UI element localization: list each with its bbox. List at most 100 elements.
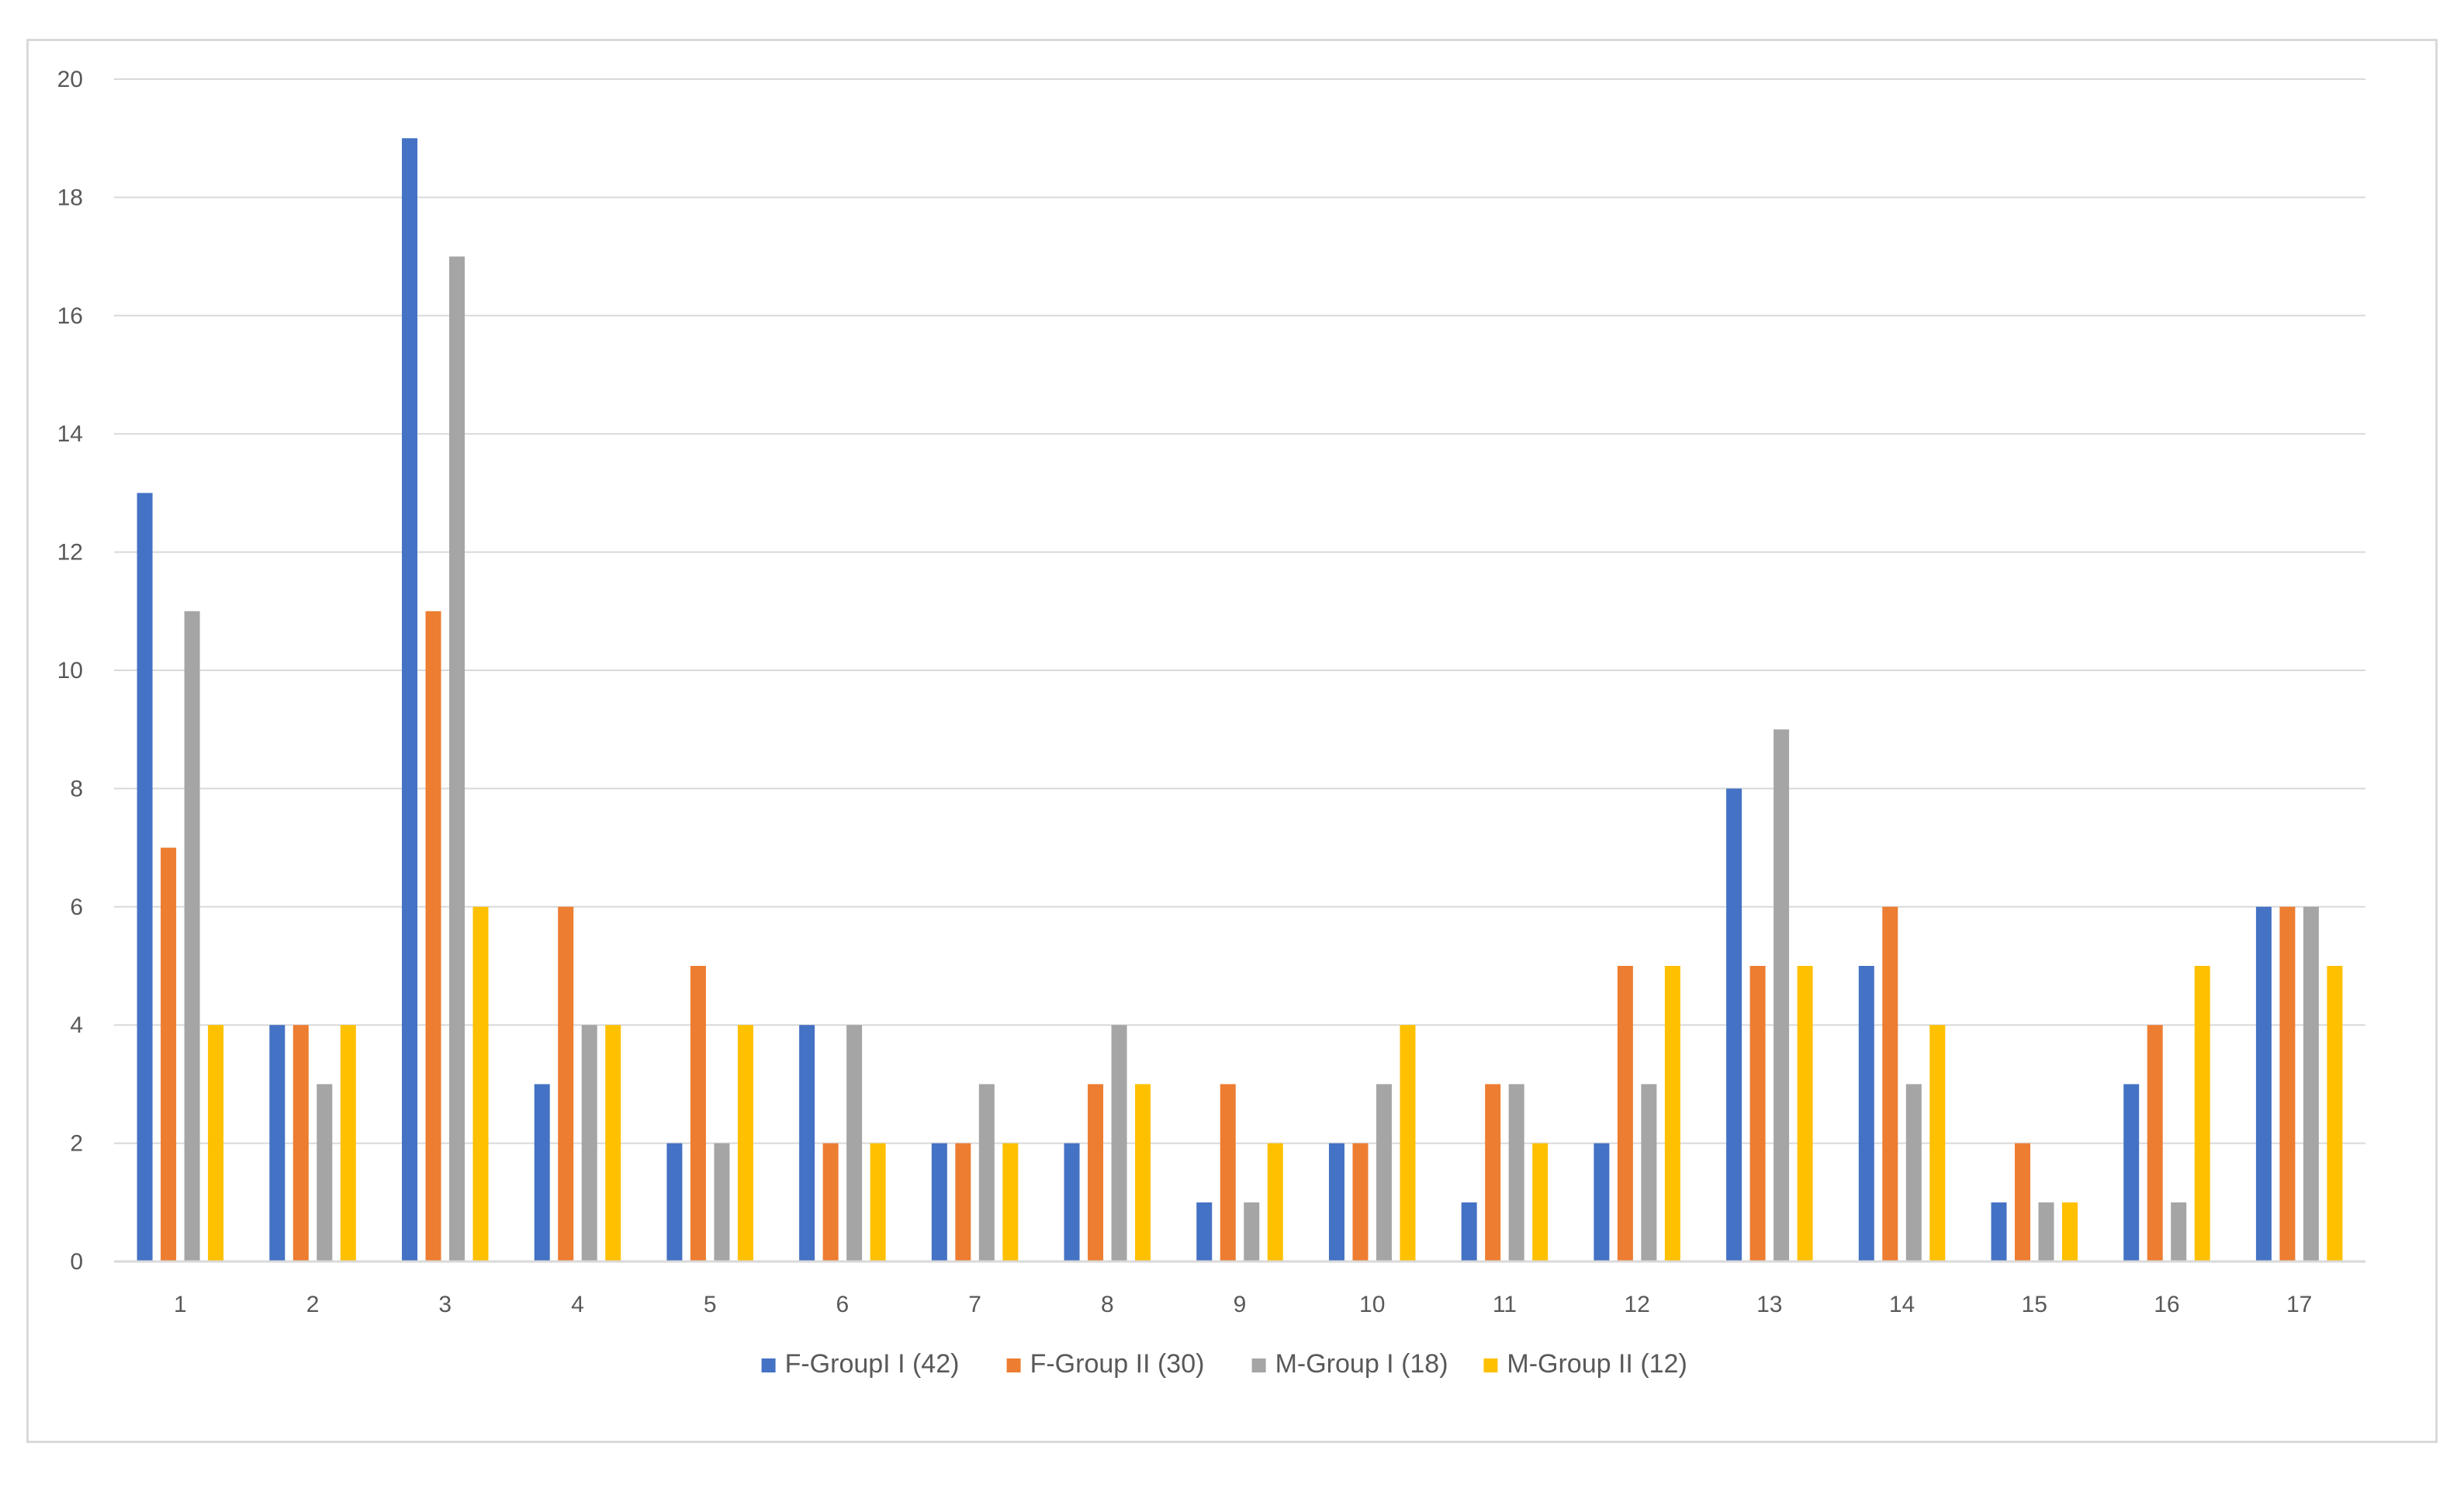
legend-label: M-Group I (18)	[1275, 1349, 1448, 1379]
x-tick-label: 17	[2286, 1292, 2312, 1317]
bar-2-15	[2014, 1143, 2030, 1261]
legend-swatch	[1006, 1358, 1021, 1372]
bar-3-3	[449, 256, 465, 1262]
bar-2-2	[292, 1025, 309, 1261]
legend-item: F-GroupI I (42)	[761, 1349, 960, 1379]
bar-1-11	[1461, 1202, 1477, 1261]
bar-4-10	[1400, 1025, 1416, 1261]
x-tick-label: 12	[1624, 1292, 1649, 1317]
bar-1-4	[534, 1084, 550, 1261]
bar-1-7	[931, 1143, 947, 1261]
bars	[137, 138, 2343, 1262]
x-tick-label: 5	[704, 1292, 717, 1317]
bar-2-4	[558, 906, 574, 1261]
legend-swatch	[1251, 1358, 1266, 1372]
bar-1-6	[799, 1025, 815, 1261]
y-tick-label: 8	[70, 776, 83, 801]
bar-3-4	[581, 1025, 597, 1261]
bar-3-14	[1905, 1084, 1922, 1261]
chart-container: 0 2 4 6 8 10 12 14 16 18 20 1 2 3 4 5 6 7 8 9 10 11 12 13 14 15 16…	[26, 39, 2438, 1443]
x-tick-label: 1	[174, 1292, 187, 1317]
y-tick-label: 16	[57, 303, 83, 329]
bar-4-13	[1797, 966, 1813, 1261]
y-tick-label: 14	[57, 421, 83, 447]
bar-1-12	[1594, 1143, 1610, 1261]
y-tick-label: 2	[70, 1131, 83, 1157]
bar-1-15	[1991, 1202, 2007, 1261]
bar-1-16	[2123, 1084, 2140, 1261]
bar-4-8	[1135, 1084, 1151, 1261]
x-tick-label: 16	[2154, 1292, 2179, 1317]
x-tick-label: 14	[1889, 1292, 1915, 1317]
bar-3-5	[714, 1143, 730, 1261]
bar-4-14	[1929, 1025, 1946, 1261]
bar-4-15	[2061, 1202, 2078, 1261]
y-tick-label: 6	[70, 895, 83, 920]
bar-4-16	[2194, 966, 2210, 1261]
x-tick-label: 13	[1756, 1292, 1782, 1317]
bar-4-3	[472, 906, 489, 1261]
bar-2-12	[1617, 966, 1633, 1261]
y-tick-label: 18	[57, 185, 83, 210]
y-tick-label: 20	[57, 67, 83, 92]
bar-2-16	[2147, 1025, 2163, 1261]
bar-2-13	[1749, 966, 1766, 1261]
x-tick-label: 6	[836, 1292, 850, 1317]
bar-3-2	[317, 1084, 333, 1261]
bar-3-9	[1244, 1202, 1260, 1261]
bar-4-12	[1664, 966, 1680, 1261]
y-tick-label: 12	[57, 540, 83, 566]
bar-3-16	[2171, 1202, 2187, 1261]
bar-2-5	[690, 966, 706, 1261]
bar-1-5	[666, 1143, 683, 1261]
bar-4-11	[1532, 1143, 1549, 1261]
bar-3-8	[1111, 1025, 1127, 1261]
x-tick-label: 9	[1234, 1292, 1247, 1317]
bar-4-7	[1002, 1143, 1019, 1261]
legend-swatch	[761, 1358, 776, 1372]
x-tick-label: 11	[1493, 1292, 1517, 1317]
bar-3-6	[846, 1025, 863, 1261]
legend-label: M-Group II (12)	[1507, 1349, 1687, 1379]
x-tick-label: 7	[968, 1292, 981, 1317]
x-tick-label: 3	[438, 1292, 452, 1317]
bar-4-6	[870, 1143, 886, 1261]
legend-label: F-GroupI I (42)	[785, 1349, 960, 1379]
x-tick-label: 10	[1359, 1292, 1385, 1317]
bar-1-13	[1726, 788, 1742, 1261]
x-tick-label: 2	[306, 1292, 320, 1317]
bar-2-1	[161, 847, 177, 1261]
legend-item: M-Group I (18)	[1251, 1349, 1448, 1379]
bar-1-9	[1196, 1202, 1213, 1261]
bar-3-7	[978, 1084, 995, 1261]
x-tick-label: 15	[2022, 1292, 2047, 1317]
bar-4-9	[1267, 1143, 1283, 1261]
legend-item: M-Group II (12)	[1483, 1349, 1687, 1379]
bar-3-10	[1376, 1084, 1392, 1261]
bar-1-14	[1858, 966, 1874, 1261]
gridlines	[114, 78, 2365, 1144]
bar-4-17	[2327, 966, 2343, 1261]
legend-item: F-Group II (30)	[1006, 1349, 1204, 1379]
bar-2-10	[1352, 1143, 1369, 1261]
bar-3-15	[2038, 1202, 2054, 1261]
y-tick-label: 4	[70, 1012, 83, 1038]
legend: F-GroupI I (42) F-Group II (30) M-Group I …	[761, 1349, 1687, 1379]
bar-1-3	[402, 138, 418, 1262]
legend-swatch	[1483, 1358, 1498, 1372]
bar-2-9	[1220, 1084, 1236, 1261]
bar-4-4	[605, 1025, 621, 1261]
bar-2-3	[425, 611, 441, 1261]
bar-1-10	[1328, 1143, 1344, 1261]
bar-1-8	[1064, 1143, 1080, 1261]
bar-2-6	[822, 1143, 839, 1261]
bar-1-2	[269, 1025, 286, 1261]
bar-3-11	[1508, 1084, 1524, 1261]
bar-1-17	[2255, 906, 2272, 1261]
y-tick-label: 10	[57, 658, 83, 684]
bar-3-1	[184, 611, 200, 1261]
bar-3-13	[1774, 729, 1790, 1261]
bar-2-14	[1882, 906, 1898, 1261]
